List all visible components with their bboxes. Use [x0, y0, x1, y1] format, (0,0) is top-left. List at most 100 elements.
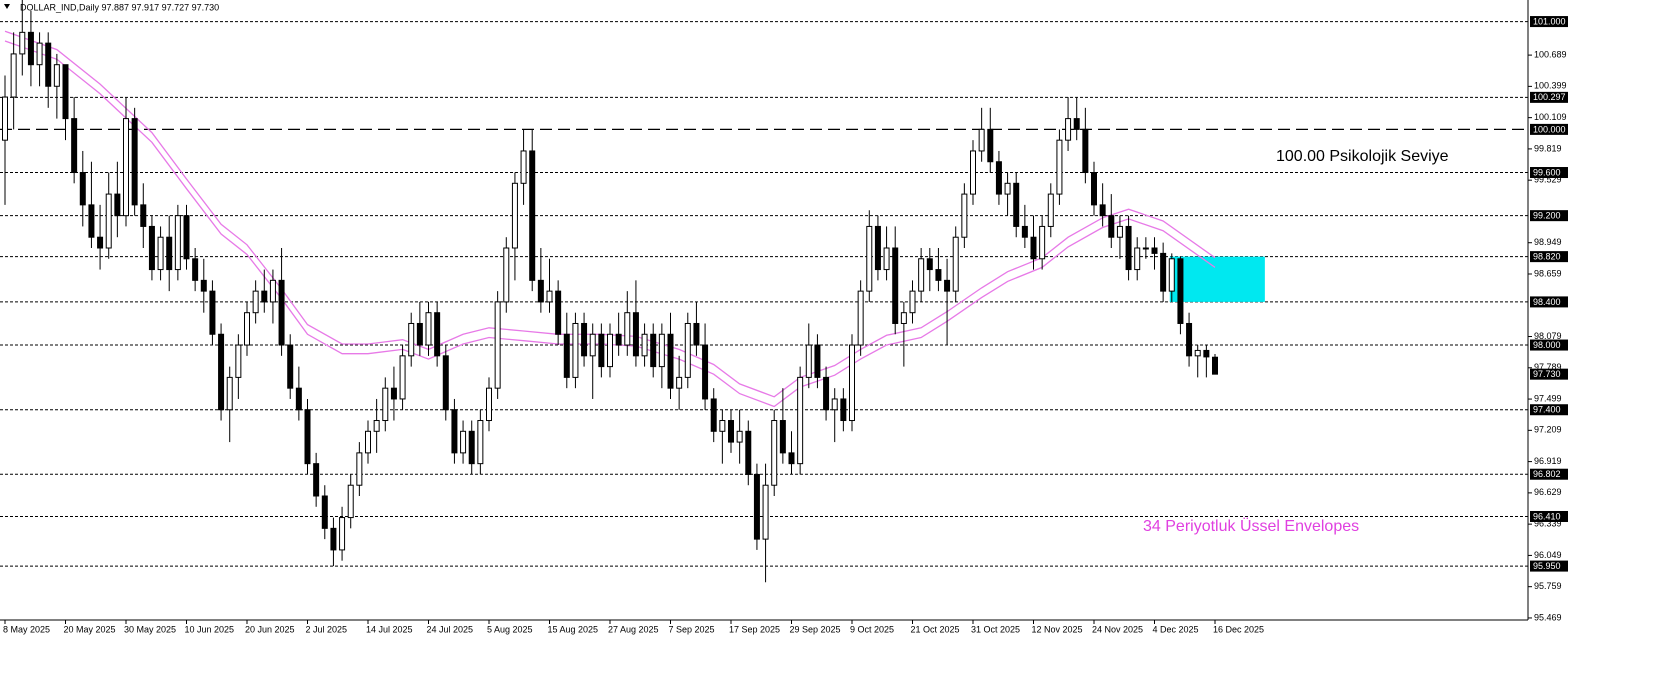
candle-body — [105, 193, 112, 249]
level-label: 101.000 — [1533, 16, 1566, 26]
candle-body — [710, 398, 717, 432]
candle-body — [1168, 258, 1175, 292]
x-tick-label: 2 Jul 2025 — [306, 624, 348, 634]
y-tick-label: 98.659 — [1534, 268, 1562, 278]
candle-body — [883, 247, 890, 271]
x-tick-label: 24 Nov 2025 — [1092, 624, 1143, 634]
level-label-box — [1530, 468, 1568, 480]
candle-body — [1056, 139, 1063, 195]
candle-body — [295, 387, 302, 411]
x-tick-label: 27 Aug 2025 — [608, 624, 659, 634]
candle-body — [313, 463, 320, 497]
candle-body — [157, 236, 164, 271]
candle-body — [27, 31, 34, 66]
candle-body — [235, 344, 242, 378]
candle-body — [684, 322, 691, 378]
candle-body — [831, 398, 838, 411]
y-tick-label: 97.209 — [1534, 425, 1562, 435]
candle-body — [849, 344, 855, 422]
candle-body — [114, 193, 121, 217]
candle-body — [719, 420, 726, 432]
candle-body — [667, 333, 674, 389]
candle-body — [1194, 349, 1201, 357]
x-tick-label: 31 Oct 2025 — [971, 624, 1020, 634]
candle-body — [434, 312, 441, 357]
candle-body — [728, 420, 734, 443]
candle-body — [390, 387, 397, 400]
level-label-box — [1530, 296, 1568, 308]
x-tick-label: 12 Nov 2025 — [1032, 624, 1083, 634]
candle-body — [805, 344, 812, 378]
level-label-box — [1530, 339, 1568, 351]
candle-body — [192, 258, 199, 281]
candle-body — [408, 322, 415, 357]
x-tick-label: 5 Aug 2025 — [487, 624, 533, 634]
candle-body — [1099, 204, 1106, 217]
y-tick-label: 98.949 — [1534, 237, 1562, 247]
candle-body — [477, 420, 484, 465]
candle-body — [840, 398, 847, 422]
candle-body — [1212, 356, 1218, 375]
candle-body — [857, 290, 864, 346]
candle-body — [88, 204, 95, 238]
candle-body — [641, 333, 648, 357]
candle-body — [1203, 349, 1210, 358]
price-label: 97.730 — [1533, 369, 1561, 379]
candle-body — [1039, 225, 1046, 260]
y-tick-label: 99.819 — [1534, 143, 1562, 153]
candle-body — [598, 333, 605, 368]
candle-body — [10, 53, 17, 98]
candle-body — [62, 64, 69, 120]
levels — [0, 21, 1528, 567]
candle-body — [892, 247, 899, 324]
level-label: 100.000 — [1533, 124, 1566, 134]
candle-body — [1091, 172, 1097, 206]
x-tick-label: 17 Sep 2025 — [729, 624, 780, 634]
level-label: 99.600 — [1533, 167, 1561, 177]
candle-body — [624, 312, 631, 346]
level-label: 98.820 — [1533, 252, 1561, 262]
x-tick-label: 20 May 2025 — [64, 624, 116, 634]
candle-body — [218, 333, 225, 411]
candle-body — [658, 333, 665, 368]
candle-body — [1047, 193, 1054, 227]
candle-body — [607, 333, 613, 368]
candle-body — [339, 517, 346, 551]
candle-body — [797, 376, 804, 465]
candle-body — [702, 344, 709, 400]
candle-body — [771, 420, 778, 486]
candle-body — [382, 387, 389, 422]
y-tick-label: 97.789 — [1534, 362, 1562, 372]
candle-body — [373, 420, 380, 432]
candle-body — [952, 236, 959, 292]
candle-body — [589, 333, 596, 357]
y-tick-label: 96.049 — [1534, 550, 1562, 560]
level-label-box — [1530, 91, 1568, 103]
annotation: 34 Periyotluk Üssel Envelopes — [1143, 517, 1359, 535]
candle-body — [304, 409, 311, 465]
x-tick-label: 8 May 2025 — [3, 624, 50, 634]
candle-body — [745, 430, 752, 475]
candle-body — [1065, 118, 1072, 141]
candle-body — [166, 236, 173, 271]
x-tick-label: 24 Jul 2025 — [427, 624, 474, 634]
level-label-box — [1530, 210, 1568, 222]
candle-body — [226, 376, 233, 411]
y-tick-label: 99.529 — [1534, 175, 1562, 185]
candle-body — [399, 355, 406, 400]
candle-body — [529, 150, 536, 281]
level-label: 97.400 — [1533, 405, 1561, 415]
y-tick-label: 98.079 — [1534, 331, 1562, 341]
candle-body — [995, 161, 1002, 195]
plot — [2, 0, 1265, 583]
candle-body — [918, 258, 925, 292]
level-label-box — [1530, 251, 1568, 263]
level-label-box — [1530, 560, 1568, 572]
y-tick-label: 95.759 — [1534, 581, 1562, 591]
candle-body — [425, 312, 432, 346]
candle-body — [814, 344, 821, 378]
candle-body — [330, 527, 337, 551]
candle-body — [987, 128, 994, 163]
candle-body — [961, 193, 968, 238]
